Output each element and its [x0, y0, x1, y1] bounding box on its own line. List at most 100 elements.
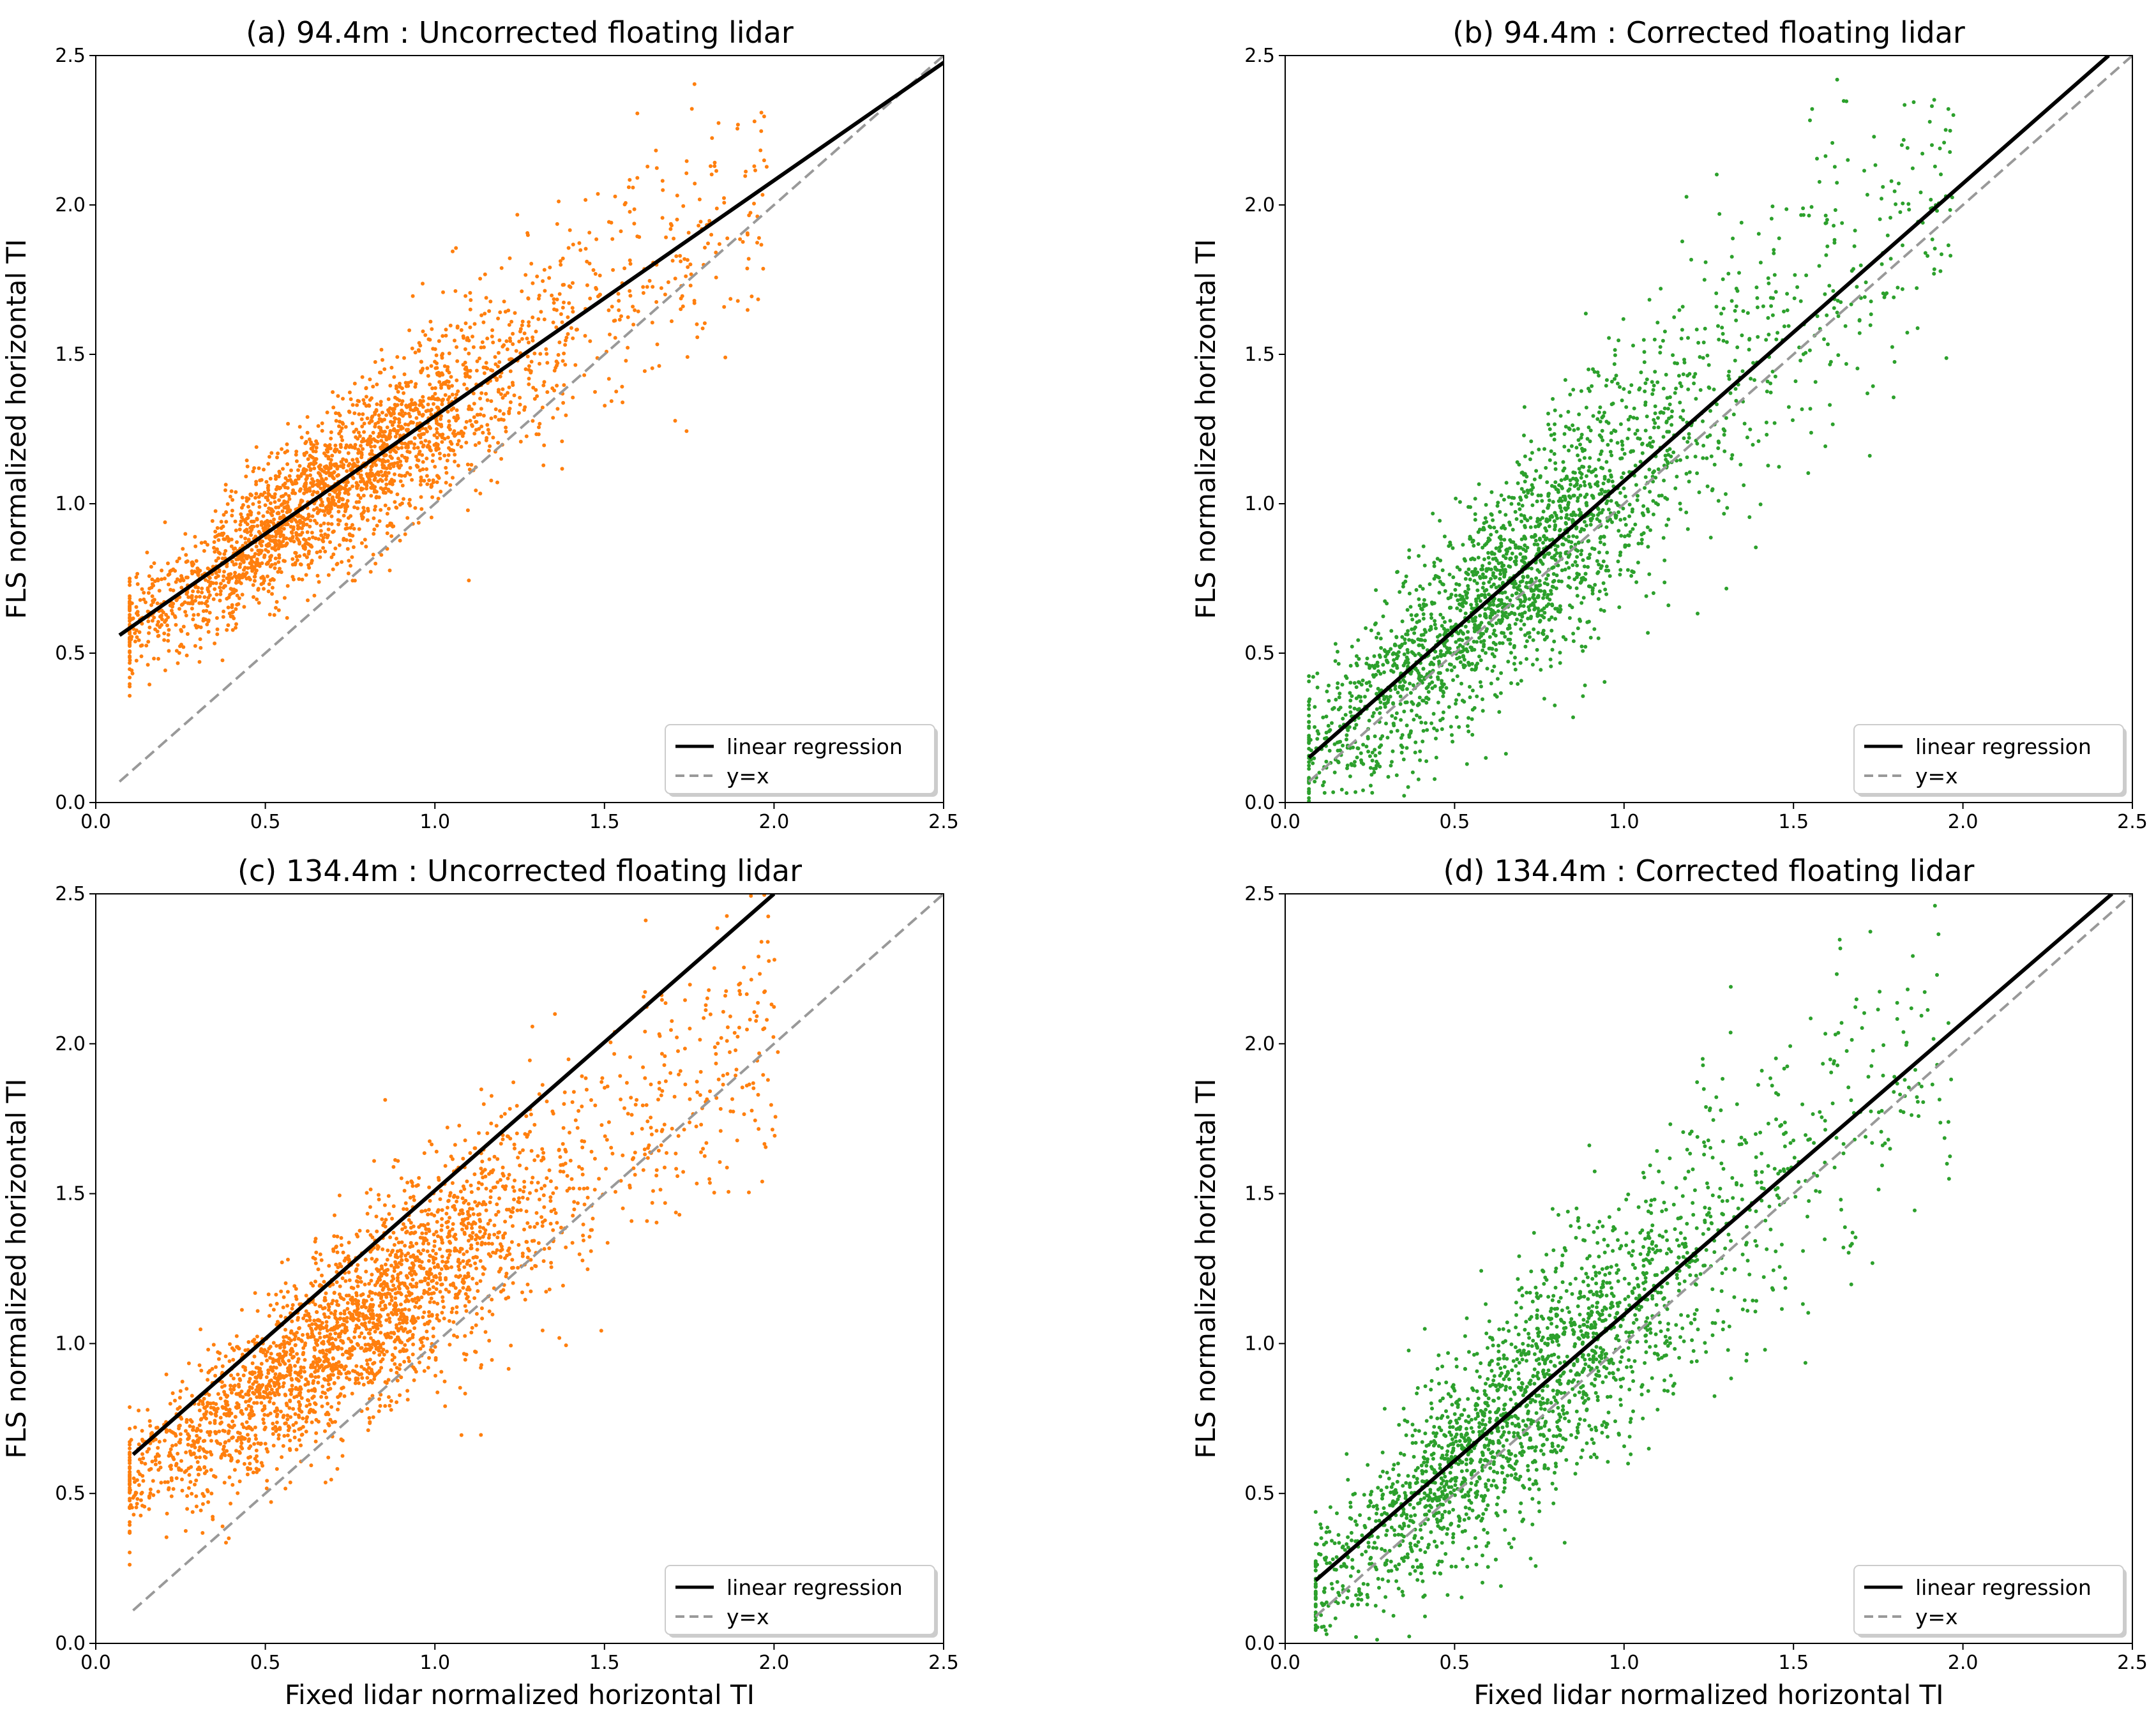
- data-point: [1519, 559, 1524, 563]
- data-point: [1604, 525, 1609, 529]
- data-point: [1408, 691, 1413, 695]
- data-point: [1338, 748, 1343, 753]
- data-point: [1798, 299, 1803, 303]
- data-point: [421, 282, 425, 286]
- data-point: [1734, 398, 1738, 403]
- data-point: [1518, 661, 1523, 665]
- data-point: [1578, 484, 1583, 488]
- data-point: [1951, 113, 1956, 117]
- data-point: [402, 372, 407, 377]
- data-point: [429, 364, 433, 368]
- data-point: [343, 503, 347, 508]
- data-point: [393, 500, 397, 504]
- data-point: [1553, 485, 1557, 489]
- data-point: [1602, 474, 1607, 479]
- data-point: [1782, 324, 1786, 329]
- data-point: [1514, 555, 1518, 559]
- data-point: [1376, 631, 1380, 636]
- data-point: [398, 381, 402, 386]
- data-point: [239, 519, 243, 524]
- data-point: [1510, 495, 1514, 500]
- data-point: [495, 377, 499, 381]
- data-point: [1348, 681, 1353, 685]
- data-point: [467, 351, 471, 356]
- data-point: [1637, 388, 1641, 392]
- data-point: [298, 514, 303, 518]
- data-point: [512, 393, 516, 398]
- data-point: [430, 484, 434, 488]
- data-point: [1420, 643, 1424, 647]
- data-point: [312, 593, 317, 598]
- data-point: [366, 506, 370, 511]
- data-point: [331, 529, 336, 534]
- data-point: [305, 476, 309, 480]
- data-point: [1822, 337, 1826, 342]
- data-point: [1521, 547, 1526, 552]
- data-point: [352, 505, 356, 509]
- data-point: [1766, 464, 1770, 468]
- data-point: [285, 486, 290, 490]
- data-point: [675, 193, 679, 198]
- data-point: [1631, 527, 1635, 531]
- data-point: [1719, 312, 1723, 316]
- data-point: [1483, 614, 1487, 619]
- data-point: [750, 294, 754, 299]
- data-point: [1590, 546, 1594, 550]
- legend-box: [665, 724, 935, 794]
- data-point: [1703, 326, 1707, 331]
- data-point: [463, 426, 467, 430]
- data-point: [564, 413, 568, 418]
- data-point: [374, 495, 379, 499]
- data-point: [1402, 794, 1406, 798]
- data-point: [1857, 318, 1862, 322]
- data-point: [1399, 718, 1403, 722]
- data-point: [587, 261, 592, 266]
- data-point: [1421, 612, 1426, 616]
- data-point: [419, 495, 423, 499]
- data-point: [421, 460, 425, 464]
- data-point: [1785, 292, 1790, 296]
- data-point: [139, 644, 143, 648]
- data-point: [1476, 542, 1481, 547]
- data-point: [1468, 695, 1472, 700]
- data-point: [1367, 718, 1371, 723]
- data-point: [746, 257, 751, 261]
- data-point: [1552, 519, 1557, 524]
- data-point: [1509, 631, 1513, 635]
- data-point: [441, 352, 445, 356]
- data-point: [1599, 608, 1603, 612]
- data-point: [1461, 654, 1465, 658]
- data-point: [1579, 432, 1584, 437]
- data-point: [1685, 440, 1690, 444]
- data-point: [347, 559, 351, 563]
- data-point: [422, 479, 426, 483]
- data-point: [1652, 469, 1656, 474]
- data-point: [678, 253, 682, 258]
- data-point: [1541, 631, 1544, 635]
- data-point: [323, 532, 328, 536]
- data-point: [1901, 201, 1905, 206]
- data-point: [171, 601, 176, 606]
- data-point: [369, 468, 373, 472]
- data-point: [485, 336, 490, 341]
- data-point: [1468, 537, 1472, 541]
- data-point: [1498, 691, 1503, 695]
- data-point: [650, 366, 654, 370]
- data-point: [716, 121, 721, 125]
- data-point: [1417, 652, 1421, 656]
- data-point: [340, 560, 344, 564]
- data-point: [1488, 603, 1492, 607]
- data-point: [1855, 366, 1860, 371]
- data-point: [438, 456, 442, 461]
- data-point: [1515, 460, 1519, 464]
- data-point: [531, 335, 535, 340]
- data-point: [1343, 713, 1348, 717]
- data-point: [364, 395, 368, 399]
- data-point: [571, 243, 575, 246]
- data-point: [1614, 516, 1618, 520]
- scatter-points: [128, 82, 769, 698]
- data-point: [335, 562, 339, 566]
- data-point: [1574, 586, 1579, 591]
- data-point: [1817, 264, 1821, 268]
- data-point: [360, 375, 365, 379]
